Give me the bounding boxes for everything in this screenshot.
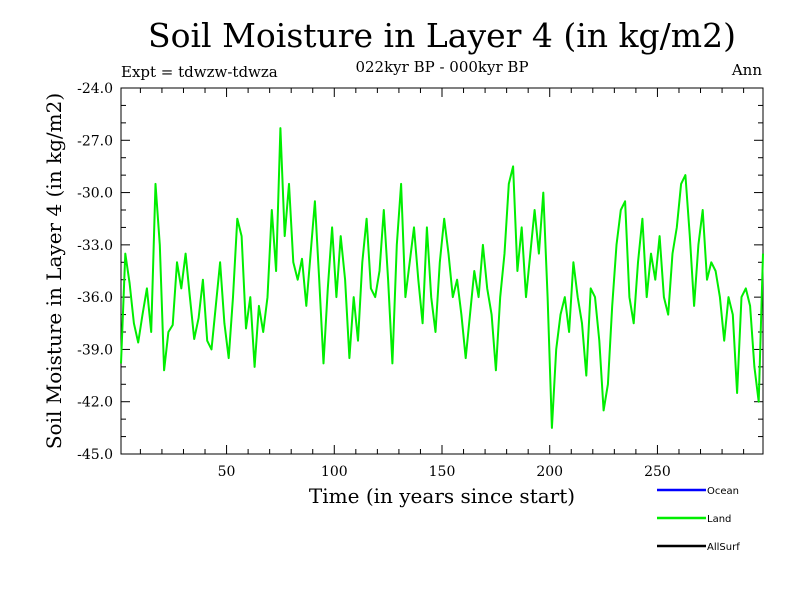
y-tick-label: -24.0 — [77, 81, 113, 97]
x-axis-tick-labels: 50 100 150 200 250 — [218, 464, 671, 480]
y-tick-label: -27.0 — [77, 133, 113, 149]
plot-frame — [120, 87, 764, 455]
x-tick-label: 200 — [536, 464, 563, 480]
y-tick-label: -33.0 — [77, 238, 113, 254]
y-tick-label: -36.0 — [77, 290, 113, 306]
legend: Ocean Land AllSurf — [657, 486, 740, 553]
x-tick-label: 250 — [644, 464, 671, 480]
y-axis-ticks — [121, 104, 763, 438]
y-tick-label: -39.0 — [77, 342, 113, 358]
legend-label: AllSurf — [707, 542, 740, 553]
chart-title: Soil Moisture in Layer 4 (in kg/m2) — [148, 16, 736, 55]
y-axis-tick-labels: -45.0 -42.0 -39.0 -36.0 -33.0 -30.0 -27.0 -24.0 — [77, 81, 113, 463]
x-tick-label: 100 — [321, 464, 348, 480]
legend-label: Land — [707, 514, 731, 525]
series-line-land — [120, 127, 764, 429]
chart-subtitle: 022kyr BP - 000kyr BP — [355, 58, 528, 76]
season-label: Ann — [731, 61, 762, 79]
x-axis-ticks — [139, 88, 745, 454]
y-tick-label: -42.0 — [77, 395, 113, 411]
y-tick-label: -45.0 — [77, 447, 113, 463]
y-tick-label: -30.0 — [77, 186, 113, 202]
y-axis-label: Soil Moisture in Layer 4 (in kg/m2) — [42, 93, 66, 449]
x-tick-label: 50 — [218, 464, 236, 480]
x-axis-label: Time (in years since start) — [309, 484, 575, 508]
legend-label: Ocean — [707, 486, 739, 497]
x-tick-label: 150 — [429, 464, 456, 480]
experiment-label: Expt = tdwzw-tdwza — [121, 63, 278, 81]
series-layer — [120, 127, 764, 429]
